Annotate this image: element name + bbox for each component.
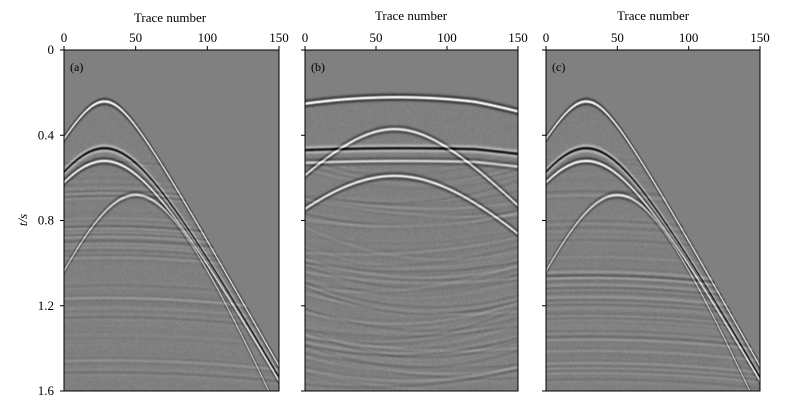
panel-a-y-tick-label: 1.2 [38, 298, 54, 313]
panel-b-x-axis-title: Trace number [375, 8, 448, 23]
panel-a-label: (a) [70, 60, 83, 74]
y-axis-title: t/s [15, 214, 30, 226]
panel-b-label: (b) [311, 60, 325, 74]
panel-c-x-axis-title: Trace number [617, 8, 690, 23]
panel-a-y-tick-label: 1.6 [38, 383, 55, 398]
panel-b-x-tick-label: 0 [302, 30, 309, 45]
panel-a-y-tick-label: 0.8 [38, 213, 54, 228]
panel-b-section [305, 50, 518, 391]
panel-a-x-tick-label: 50 [129, 30, 142, 45]
panel-c-x-tick-label: 100 [679, 30, 699, 45]
panel-b: Trace number 0 50 100 150 (b) [301, 8, 528, 392]
panel-a-x-tick-label: 100 [198, 30, 218, 45]
panel-a-y-tick-label: 0.4 [38, 127, 55, 142]
panel-c-section [546, 50, 760, 391]
panel-a-x-tick-label: 150 [269, 30, 289, 45]
panel-a: Trace number t/s 0 50 100 150 0 0.4 0.8 1.2 1.6 (… [15, 10, 289, 398]
panel-c-x-tick-label: 50 [611, 30, 624, 45]
panel-a-x-tick-label: 0 [61, 30, 68, 45]
panel-b-x-tick-label: 100 [437, 30, 457, 45]
panel-c: Trace number 0 50 100 150 (c) [542, 8, 770, 392]
panel-c-label: (c) [552, 60, 565, 74]
panel-a-y-tick-label: 0 [48, 42, 55, 57]
panel-a-x-axis-title: Trace number [134, 10, 207, 25]
panel-a-section [64, 50, 279, 391]
panel-b-x-tick-label: 50 [370, 30, 383, 45]
panel-c-x-tick-label: 0 [543, 30, 550, 45]
panel-c-x-tick-label: 150 [750, 30, 770, 45]
panel-b-x-tick-label: 150 [508, 30, 528, 45]
